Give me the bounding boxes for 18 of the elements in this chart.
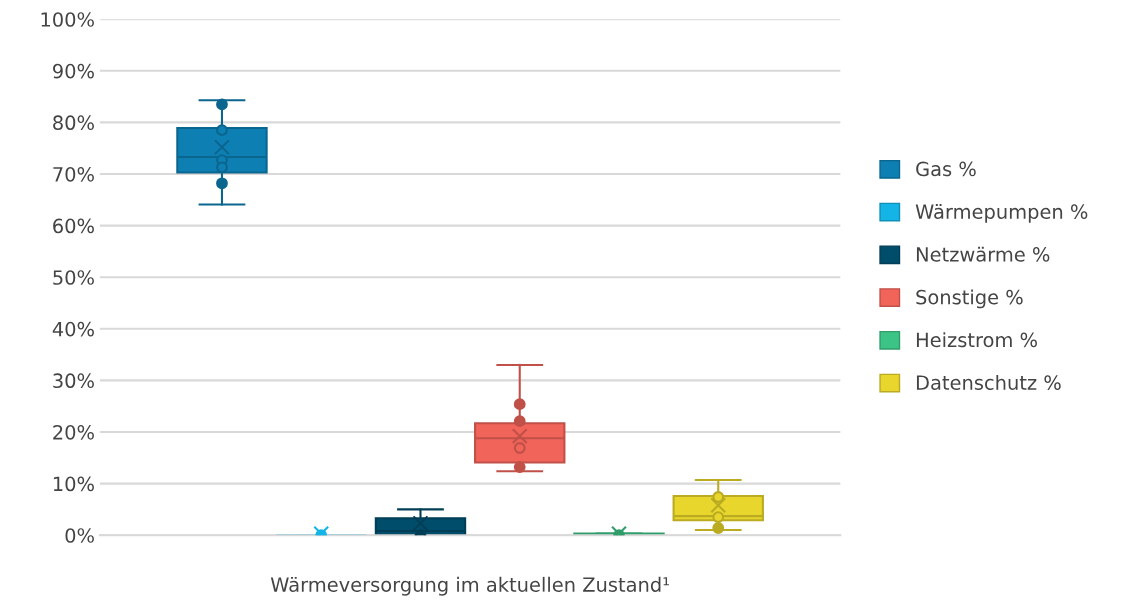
legend-label: Datenschutz %	[916, 374, 1061, 390]
y-tick-label: 70%	[53, 166, 94, 182]
y-tick-label: 80%	[53, 115, 94, 131]
legend-label: Netzwärme %	[916, 246, 1050, 262]
legend-label: Gas %	[916, 161, 976, 177]
y-tick-label: 60%	[53, 218, 94, 234]
legend-label: Heizstrom %	[916, 332, 1037, 348]
legend-label: Sonstige %	[916, 289, 1023, 309]
y-tick-label: 10%	[53, 476, 94, 492]
y-tick-label: 100%	[41, 12, 94, 27]
y-tick-label: 20%	[53, 424, 94, 440]
y-tick-label: 90%	[53, 63, 94, 79]
y-tick-label: 40%	[52, 321, 94, 337]
x-tick-label: Wärmeversorgung im aktuellen Zustand¹	[270, 576, 669, 596]
y-tick-label: 0%	[65, 528, 94, 543]
legend-label: Wärmepumpen %	[915, 204, 1088, 223]
y-tick-label: 30%	[53, 373, 94, 389]
y-tick-label: 50%	[53, 270, 94, 285]
